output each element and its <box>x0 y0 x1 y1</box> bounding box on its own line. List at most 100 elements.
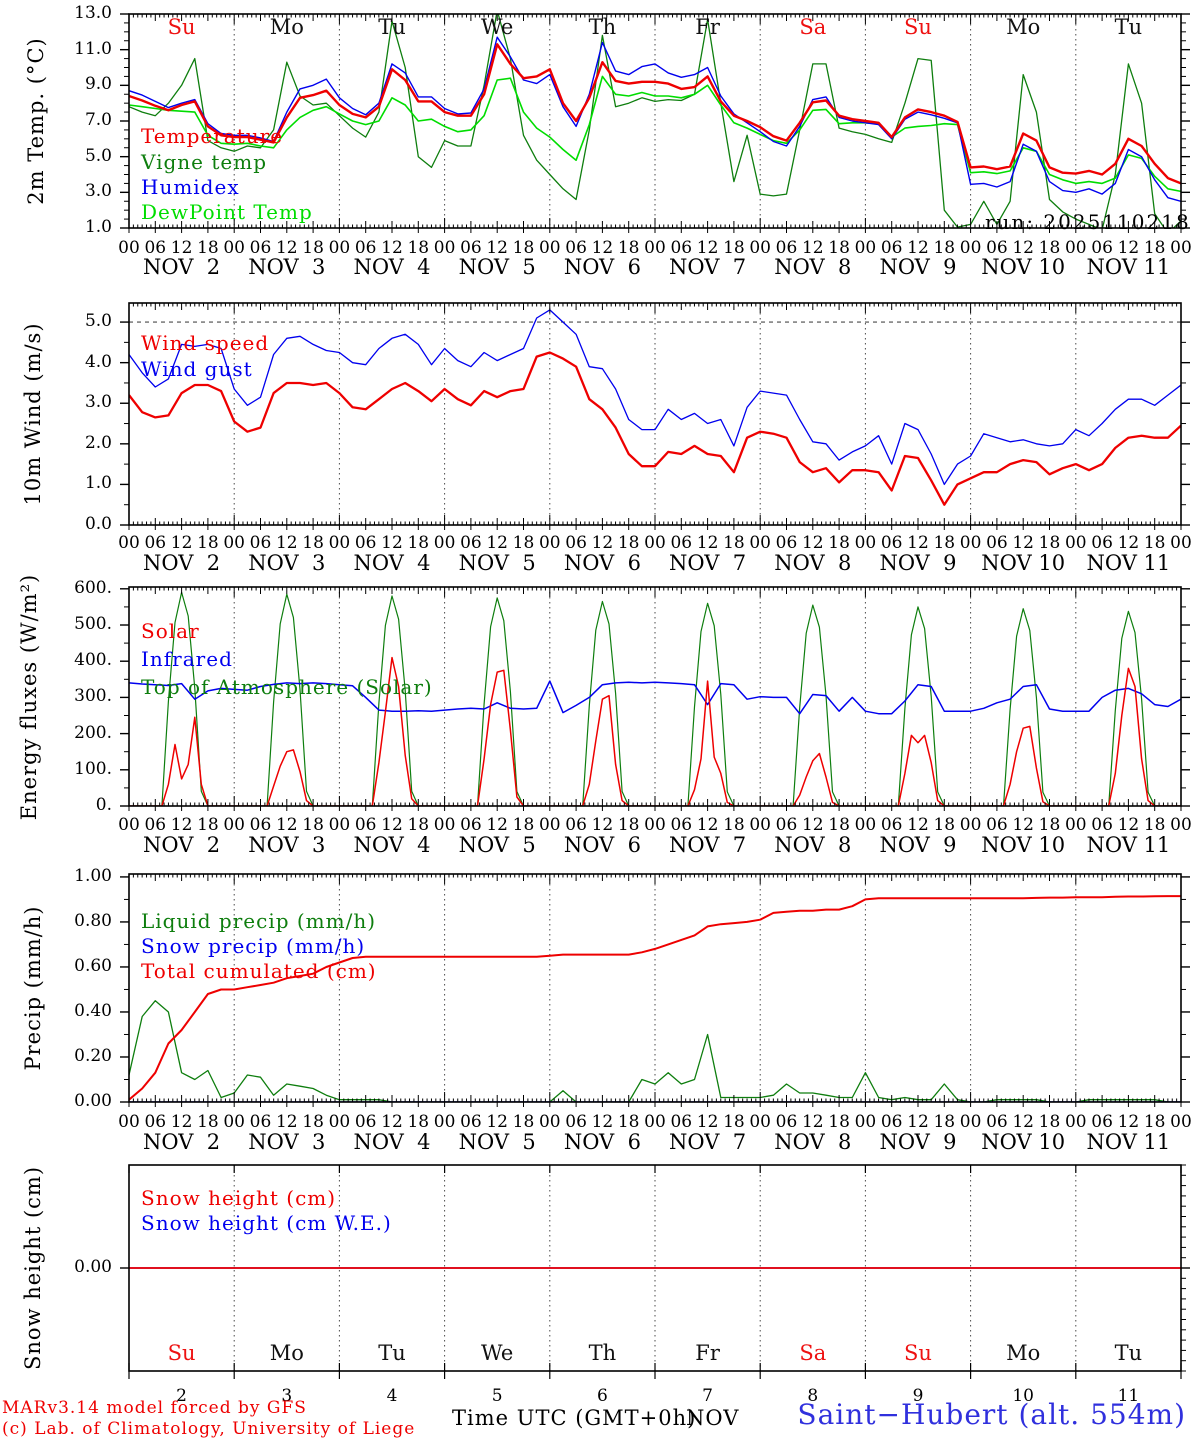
hour-tick-label: 06 <box>460 533 482 553</box>
hour-tick-label: 12 <box>591 815 614 835</box>
legend-solar: Solar <box>141 619 200 643</box>
hour-tick-label: 06 <box>565 238 587 258</box>
hour-tick-label: 06 <box>880 815 903 835</box>
date-label: NOV 9 <box>879 833 957 857</box>
hour-tick-label: 06 <box>354 1112 377 1132</box>
hour-tick-label: 18 <box>197 238 219 258</box>
legend-temperature: Temperature <box>141 124 284 148</box>
legend-vigne-temp: Vigne temp <box>141 150 268 174</box>
date-label: NOV 9 <box>879 1130 957 1154</box>
legend-humidex: Humidex <box>141 175 240 199</box>
hour-tick-label: 18 <box>1038 1112 1061 1132</box>
hour-tick-label: 00 <box>538 238 561 258</box>
y-tick-label: 0.80 <box>74 910 112 931</box>
day-name-top: Mo <box>269 15 304 39</box>
date-label: NOV 10 <box>981 833 1066 857</box>
hour-tick-label: 12 <box>1117 533 1140 553</box>
hour-tick-label: 18 <box>723 533 745 553</box>
hour-tick-label: 18 <box>828 815 850 835</box>
hour-tick-label: 18 <box>1143 238 1166 258</box>
y-tick-label: 0.00 <box>74 1257 112 1277</box>
hour-tick-label: 00 <box>854 815 877 835</box>
hour-tick-label: 06 <box>986 815 1008 835</box>
date-label: NOV 4 <box>353 1130 431 1154</box>
hour-tick-label: 06 <box>249 815 272 835</box>
day-number: 5 <box>491 1386 503 1406</box>
hour-tick-label: 06 <box>670 238 693 258</box>
y-tick-label: 9.0 <box>84 74 112 95</box>
date-label: NOV 7 <box>669 833 747 857</box>
day-number: 10 <box>1012 1386 1035 1406</box>
y-tick-label: 5.0 <box>84 145 112 166</box>
hour-tick-label: 00 <box>538 1112 561 1132</box>
day-name-bottom: Th <box>588 1341 617 1365</box>
station-title: Saint−Hubert (alt. 554m) <box>797 1398 1186 1431</box>
hour-tick-label: 00 <box>538 533 561 553</box>
hour-tick-label: 00 <box>749 533 772 553</box>
hour-tick-label: 12 <box>907 815 929 835</box>
hour-tick-label: 00 <box>118 1112 140 1132</box>
y-tick-label: 0.0 <box>84 514 112 534</box>
date-label: NOV 5 <box>458 833 536 857</box>
hour-tick-label: 06 <box>670 533 693 553</box>
day-name-top: Th <box>588 15 617 39</box>
hour-tick-label: 06 <box>775 1112 798 1132</box>
y-tick-label: 0.00 <box>74 1091 112 1111</box>
day-number: 2 <box>176 1386 188 1406</box>
y-axis-title-snow: Snow height (cm) <box>21 1165 45 1371</box>
hour-tick-label: 18 <box>1143 815 1166 835</box>
hour-tick-label: 12 <box>907 533 929 553</box>
y-tick-label: 11.0 <box>74 38 112 59</box>
date-label: NOV 8 <box>774 255 852 279</box>
hour-tick-label: 18 <box>512 533 535 553</box>
hour-tick-label: 12 <box>381 815 403 835</box>
date-label: NOV 4 <box>353 551 431 575</box>
hour-tick-label: 18 <box>828 533 850 553</box>
hour-tick-label: 06 <box>565 533 587 553</box>
hour-tick-label: 00 <box>328 815 351 835</box>
hour-tick-label: 18 <box>723 238 745 258</box>
hour-tick-label: 00 <box>749 238 772 258</box>
hour-tick-label: 00 <box>538 815 561 835</box>
hour-tick-label: 12 <box>275 815 298 835</box>
date-label: NOV 8 <box>774 1130 852 1154</box>
hour-tick-label: 12 <box>696 238 719 258</box>
y-tick-label: 4.0 <box>84 351 112 372</box>
hour-tick-label: 12 <box>1117 1112 1140 1132</box>
date-label: NOV 8 <box>774 551 852 575</box>
hour-tick-label: 18 <box>933 238 956 258</box>
hour-tick-label: 18 <box>407 1112 430 1132</box>
y-axis-title-temp: 2m Temp. (°C) <box>24 37 48 205</box>
y-tick-label: 13.0 <box>74 3 112 23</box>
y-axis-title-precip: Precip (mm/h) <box>21 905 45 1071</box>
day-number: 11 <box>1117 1386 1140 1406</box>
hour-tick-label: 06 <box>460 238 482 258</box>
date-label: NOV 10 <box>981 255 1066 279</box>
hour-tick-label: 18 <box>828 1112 850 1132</box>
y-tick-label: 0. <box>95 795 112 815</box>
hour-tick-label: 18 <box>197 533 219 553</box>
date-label: NOV 8 <box>774 833 852 857</box>
hour-tick-label: 12 <box>275 238 298 258</box>
hour-tick-label: 06 <box>565 1112 587 1132</box>
hour-tick-label: 06 <box>1091 815 1113 835</box>
date-label: NOV 2 <box>143 551 221 575</box>
date-label: NOV 7 <box>669 551 747 575</box>
day-name-bottom: Fr <box>695 1341 720 1365</box>
hour-tick-label: 12 <box>1012 815 1035 835</box>
hour-tick-label: 12 <box>591 533 614 553</box>
hour-tick-label: 00 <box>644 1112 666 1132</box>
date-label: NOV 11 <box>1086 1130 1171 1154</box>
day-number: 3 <box>281 1386 293 1406</box>
hour-tick-label: 00 <box>1064 1112 1087 1132</box>
hour-tick-label: 06 <box>249 238 272 258</box>
date-label: NOV 10 <box>981 1130 1066 1154</box>
hour-tick-label: 00 <box>433 533 456 553</box>
day-number: 4 <box>386 1386 398 1406</box>
hour-tick-label: 00 <box>328 533 351 553</box>
hour-tick-label: 00 <box>328 1112 351 1132</box>
date-label: NOV 2 <box>143 255 221 279</box>
y-tick-label: 5.0 <box>84 311 112 332</box>
date-label: NOV 2 <box>143 1130 221 1154</box>
